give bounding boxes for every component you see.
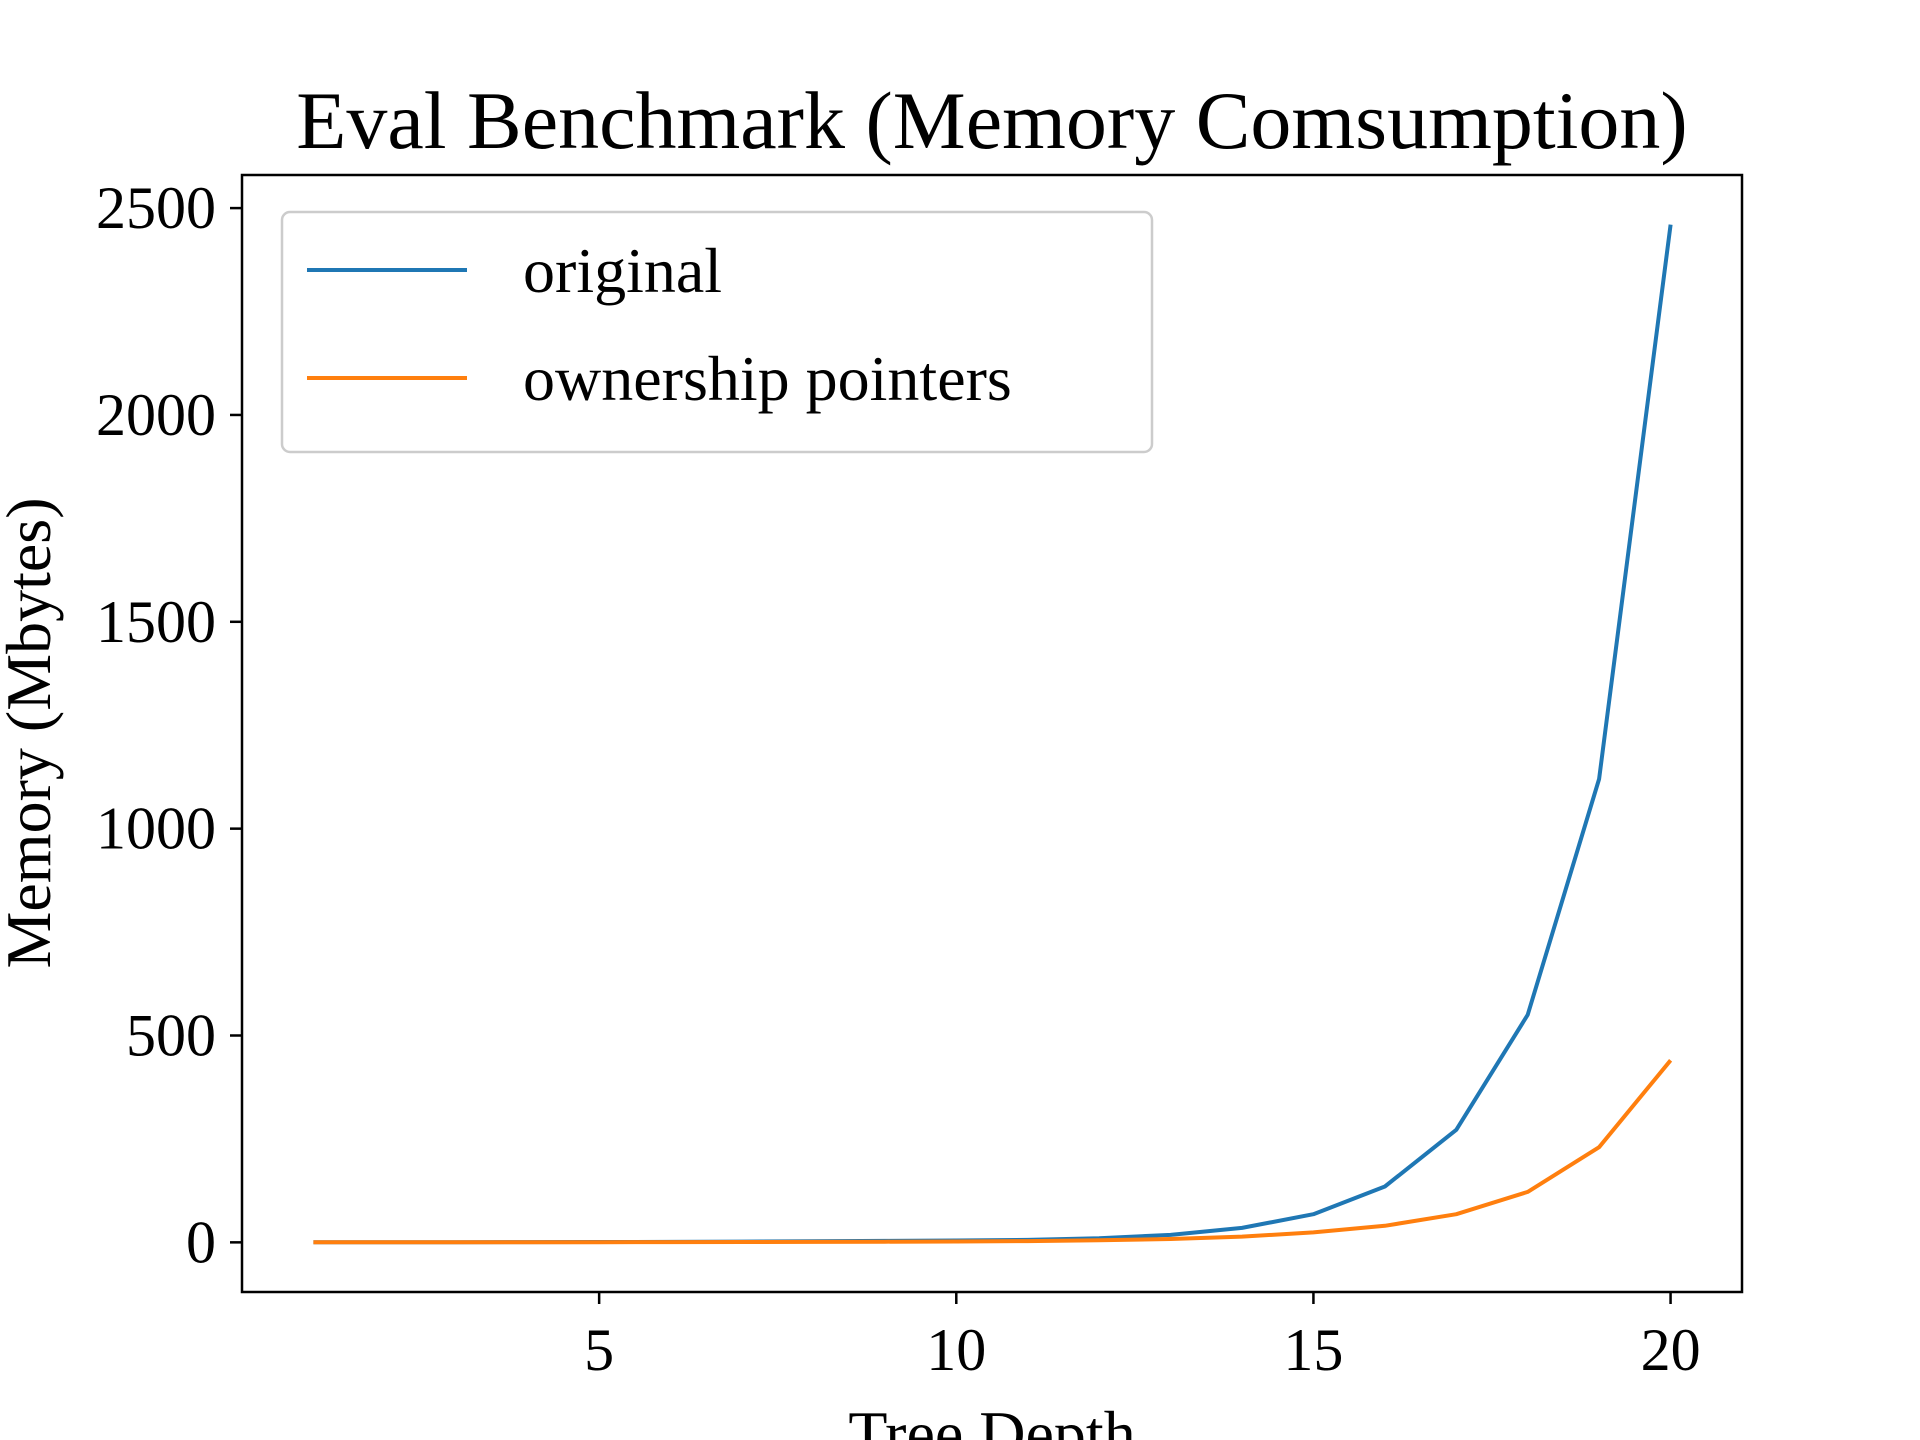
- y-tick-label: 0: [186, 1209, 216, 1275]
- series-line-ownership-pointers: [313, 1059, 1673, 1245]
- x-axis-ticks: 5 10 15 20: [584, 1292, 1701, 1383]
- y-tick-label: 1500: [96, 589, 216, 655]
- x-tick-label: 15: [1283, 1317, 1343, 1383]
- y-tick-label: 500: [126, 1003, 216, 1069]
- chart-title: Eval Benchmark (Memory Comsumption): [296, 75, 1687, 166]
- legend-label-ownership-pointers: ownership pointers: [523, 343, 1012, 414]
- x-tick-label: 5: [584, 1317, 614, 1383]
- y-axis-ticks: 0 500 1000 1500 2000 2500: [96, 175, 242, 1275]
- legend: original ownership pointers: [280, 210, 1154, 454]
- legend-label-original: original: [523, 235, 722, 306]
- legend-box: [280, 210, 1154, 454]
- x-axis-label: Tree Depth: [848, 1398, 1135, 1440]
- y-tick-label: 1000: [96, 796, 216, 862]
- x-tick-label: 10: [926, 1317, 986, 1383]
- y-tick-label: 2000: [96, 382, 216, 448]
- x-tick-label: 20: [1641, 1317, 1701, 1383]
- y-tick-label: 2500: [96, 175, 216, 241]
- plot-area-frame: [240, 173, 1744, 1294]
- y-axis-label: Memory (Mbytes): [0, 497, 64, 968]
- series-lines: [313, 224, 1673, 1245]
